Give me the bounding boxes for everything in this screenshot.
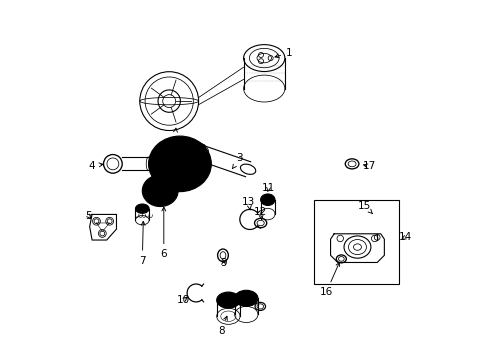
Ellipse shape (148, 136, 211, 192)
Text: 17: 17 (362, 161, 375, 171)
Ellipse shape (234, 290, 258, 306)
Text: 11: 11 (262, 183, 275, 193)
Text: 16: 16 (319, 262, 339, 297)
Text: 3: 3 (232, 153, 243, 169)
Text: 15: 15 (357, 201, 372, 214)
Text: 12: 12 (253, 207, 267, 220)
Ellipse shape (142, 175, 178, 207)
Text: 5: 5 (85, 211, 92, 221)
Text: 10: 10 (177, 295, 190, 305)
Text: 13: 13 (242, 197, 255, 210)
Text: 7: 7 (139, 221, 145, 266)
Text: 9: 9 (220, 258, 226, 268)
Ellipse shape (216, 292, 240, 308)
Text: 6: 6 (160, 207, 167, 259)
Bar (314, 200, 398, 284)
Ellipse shape (260, 194, 274, 206)
Text: 2: 2 (171, 128, 178, 145)
Text: 1: 1 (274, 48, 292, 58)
Text: 4: 4 (89, 161, 103, 171)
Text: 14: 14 (398, 232, 411, 242)
Ellipse shape (135, 204, 149, 213)
Text: 8: 8 (218, 316, 227, 336)
